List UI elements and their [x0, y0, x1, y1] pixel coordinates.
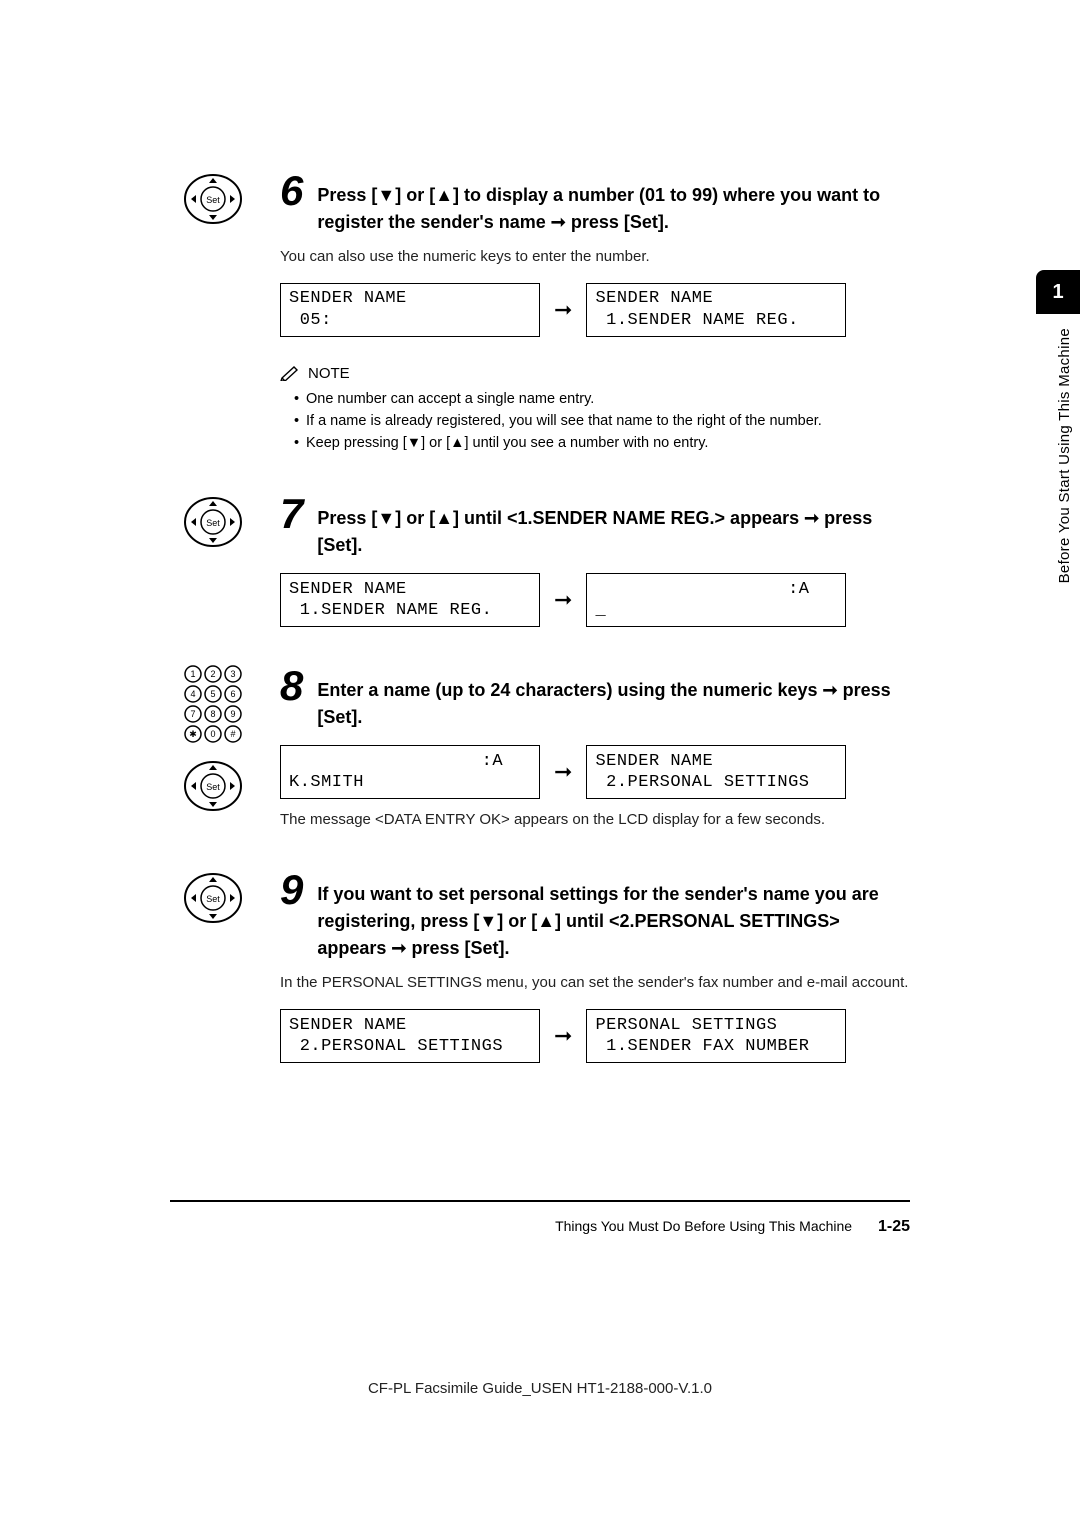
step-7: Set 7 Press [▼] or [▲] until <1.SENDER N…: [170, 493, 910, 627]
step-number: 7: [280, 493, 303, 535]
arrow-icon: ➞: [554, 297, 572, 323]
svg-text:3: 3: [230, 669, 235, 679]
lcd-display: SENDER NAME 05:: [280, 283, 540, 337]
lcd-row: SENDER NAME 2.PERSONAL SETTINGS ➞ PERSON…: [280, 1009, 910, 1063]
lcd-display: SENDER NAME 2.PERSONAL SETTINGS: [280, 1009, 540, 1063]
svg-text:4: 4: [190, 689, 195, 699]
step-title: If you want to set personal settings for…: [317, 869, 910, 962]
chapter-title-vertical: Before You Start Using This Machine: [1044, 314, 1073, 597]
step-9: Set 9 If you want to set personal settin…: [170, 869, 910, 1063]
set-button-icon: Set: [184, 493, 242, 551]
lcd-display: SENDER NAME 2.PERSONAL SETTINGS: [586, 745, 846, 799]
svg-text:7: 7: [190, 709, 195, 719]
svg-text:Set: Set: [206, 782, 220, 792]
arrow-icon: ➞: [554, 1023, 572, 1049]
step-number: 6: [280, 170, 303, 212]
lcd-row: SENDER NAME 1.SENDER NAME REG. ➞ :A _: [280, 573, 910, 627]
lcd-row: :A K.SMITH ➞ SENDER NAME 2.PERSONAL SETT…: [280, 745, 910, 799]
step-number: 9: [280, 869, 303, 911]
step-subtext: The message <DATA ENTRY OK> appears on t…: [280, 809, 910, 832]
lcd-display: SENDER NAME 1.SENDER NAME REG.: [586, 283, 846, 337]
doc-id: CF-PL Facsimile Guide_USEN HT1-2188-000-…: [0, 1380, 1080, 1397]
step-subtext: In the PERSONAL SETTINGS menu, you can s…: [280, 972, 910, 995]
note-label: NOTE: [308, 365, 350, 382]
note-item: If a name is already registered, you wil…: [294, 410, 910, 432]
side-tab: 1 Before You Start Using This Machine: [1036, 270, 1080, 597]
lcd-row: SENDER NAME 05: ➞ SENDER NAME 1.SENDER N…: [280, 283, 910, 337]
lcd-display: SENDER NAME 1.SENDER NAME REG.: [280, 573, 540, 627]
footer: Things You Must Do Before Using This Mac…: [170, 1218, 910, 1236]
set-button-icon: Set: [184, 757, 242, 815]
lcd-display: PERSONAL SETTINGS 1.SENDER FAX NUMBER: [586, 1009, 846, 1063]
step-subtext: You can also use the numeric keys to ent…: [280, 246, 910, 269]
note-list: One number can accept a single name entr…: [280, 388, 910, 455]
lcd-display: :A K.SMITH: [280, 745, 540, 799]
svg-text:Set: Set: [206, 894, 220, 904]
note-item: Keep pressing [▼] or [▲] until you see a…: [294, 432, 910, 454]
svg-text:6: 6: [230, 689, 235, 699]
svg-text:0: 0: [210, 729, 215, 739]
set-button-icon: Set: [184, 170, 242, 228]
numeric-keypad-icon: 1 2 3 4 5 6 7 8 9 ✱ 0 #: [182, 665, 244, 747]
arrow-icon: ➞: [554, 587, 572, 613]
svg-text:9: 9: [230, 709, 235, 719]
footer-title: Things You Must Do Before Using This Mac…: [555, 1218, 852, 1234]
note-item: One number can accept a single name entr…: [294, 388, 910, 410]
page-number: 1-25: [878, 1218, 910, 1235]
step-number: 8: [280, 665, 303, 707]
set-button-icon: Set: [184, 869, 242, 927]
svg-text:5: 5: [210, 689, 215, 699]
svg-text:Set: Set: [206, 195, 220, 205]
svg-text:2: 2: [210, 669, 215, 679]
svg-text:✱: ✱: [189, 729, 197, 739]
lcd-display: :A _: [586, 573, 846, 627]
svg-text:8: 8: [210, 709, 215, 719]
step-title: Enter a name (up to 24 characters) using…: [317, 665, 910, 731]
step-title: Press [▼] or [▲] to display a number (01…: [317, 170, 910, 236]
step-6: Set 6 Press [▼] or [▲] to display a numb…: [170, 170, 910, 455]
svg-text:#: #: [230, 729, 235, 739]
svg-text:1: 1: [190, 669, 195, 679]
step-title: Press [▼] or [▲] until <1.SENDER NAME RE…: [317, 493, 910, 559]
note-heading: NOTE: [280, 365, 910, 382]
svg-text:Set: Set: [206, 518, 220, 528]
step-8: 1 2 3 4 5 6 7 8 9 ✱ 0 # Set 8 Enter a name (up t…: [170, 665, 910, 832]
footer-rule: [170, 1200, 910, 1202]
arrow-icon: ➞: [554, 759, 572, 785]
note-pencil-icon: [280, 365, 300, 381]
chapter-number-tab: 1: [1036, 270, 1080, 314]
